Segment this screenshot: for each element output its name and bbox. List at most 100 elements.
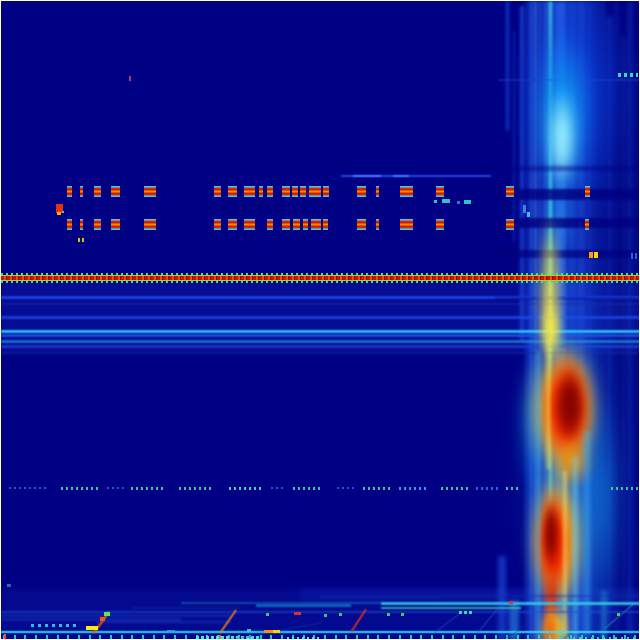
heat-rect: [607, 16, 612, 626]
pulse-dash: [94, 186, 101, 197]
heat-rect: [567, 1, 577, 639]
tick-mark: [270, 635, 272, 639]
heat-rect: [1, 614, 231, 617]
dotted-segment: [337, 487, 357, 489]
heat-rect: [577, 1, 586, 639]
tick-mark: [335, 635, 337, 639]
heat-rect: [341, 175, 491, 177]
heat-rect: [621, 36, 626, 606]
heat-rect: [509, 601, 513, 604]
tick-mark: [527, 635, 529, 639]
heat-rect: [442, 199, 450, 203]
tick-mark: [367, 635, 369, 639]
heat-rect: [495, 218, 639, 228]
heat-rect: [1, 611, 639, 613]
pulse-dash: [244, 186, 255, 197]
heat-rect: [593, 1, 599, 639]
pulse-dash: [80, 186, 83, 197]
pulse-dash: [259, 186, 263, 197]
dotted-segment: [476, 487, 498, 490]
tick-mark: [388, 635, 390, 639]
heat-rect: [219, 635, 221, 639]
heat-rect: [537, 351, 540, 639]
heat-rect: [1, 618, 181, 621]
heat-rect: [393, 175, 409, 177]
pulse-dash: [144, 219, 156, 230]
heat-rect: [631, 253, 633, 259]
tick-mark: [474, 635, 476, 639]
heat-rect: [401, 613, 404, 616]
dotted-segment: [131, 487, 165, 490]
pulse-dash: [436, 186, 444, 197]
dotted-segment: [229, 487, 263, 490]
tick-mark: [163, 635, 165, 639]
tick-mark: [431, 635, 433, 639]
pulse-dash: [80, 219, 83, 230]
tick-mark: [345, 635, 347, 639]
heat-rect: [82, 238, 84, 242]
carrier-line: [1, 273, 639, 283]
tick-mark: [356, 635, 358, 639]
heat-rect: [495, 250, 639, 258]
heat-rect: [7, 584, 11, 587]
pulse-dash: [400, 186, 413, 197]
tick-mark: [452, 635, 454, 639]
heat-rect: [589, 252, 593, 258]
heat-rect: [1, 330, 639, 333]
pulse-dash: [585, 219, 589, 230]
tick-mark: [442, 635, 444, 639]
pulse-dash: [376, 186, 379, 197]
heat-rect: [104, 612, 110, 616]
heat-rect: [1, 303, 639, 305]
tick-mark: [377, 635, 379, 639]
dotted-segment: [31, 624, 77, 627]
heat-rect: [523, 205, 526, 213]
pulse-dash: [300, 186, 306, 197]
dotted-segment: [287, 637, 321, 639]
heat-rect: [4, 634, 6, 639]
heat-rect: [1, 345, 639, 348]
heat-rect: [339, 613, 342, 616]
tick-mark: [484, 635, 486, 639]
heat-rect: [529, 1, 533, 639]
heat-rect: [601, 591, 607, 639]
heat-rect: [324, 614, 327, 617]
heat-rect: [266, 613, 269, 616]
tick-mark: [260, 635, 262, 639]
heat-rect: [321, 596, 441, 598]
heat-rect: [1, 296, 639, 299]
pulse-dash: [214, 186, 221, 197]
pulse-dash: [311, 219, 321, 230]
heat-rect: [594, 252, 598, 258]
pulse-dash: [267, 219, 273, 230]
tick-mark: [399, 635, 401, 639]
heat-rect: [441, 595, 639, 597]
pulse-dash: [267, 186, 273, 197]
heat-rect: [547, 339, 550, 469]
tick-mark: [506, 635, 508, 639]
pulse-dash: [293, 219, 300, 230]
heat-rect: [247, 629, 251, 632]
tick-mark: [131, 635, 133, 639]
pulse-dash: [357, 219, 366, 230]
dotted-segment: [196, 636, 261, 639]
heat-rect: [1, 334, 639, 337]
tick-mark: [538, 635, 540, 639]
pulse-dash: [67, 219, 72, 230]
tick-mark: [142, 635, 144, 639]
pulse-dash: [400, 219, 413, 230]
heat-rect: [600, 1, 605, 639]
dotted-segment: [611, 487, 639, 490]
heat-rect: [628, 1, 632, 639]
tick-mark: [463, 635, 465, 639]
heat-rect: [381, 607, 521, 609]
heat-rect: [387, 613, 390, 616]
tick-mark: [14, 635, 16, 639]
pulse-dash: [214, 219, 221, 230]
heat-rect: [1, 316, 639, 319]
pulse-dash: [323, 219, 328, 230]
tick-mark: [46, 635, 48, 639]
tick-mark: [35, 635, 37, 639]
tick-mark: [281, 635, 283, 639]
tick-mark: [410, 635, 412, 639]
